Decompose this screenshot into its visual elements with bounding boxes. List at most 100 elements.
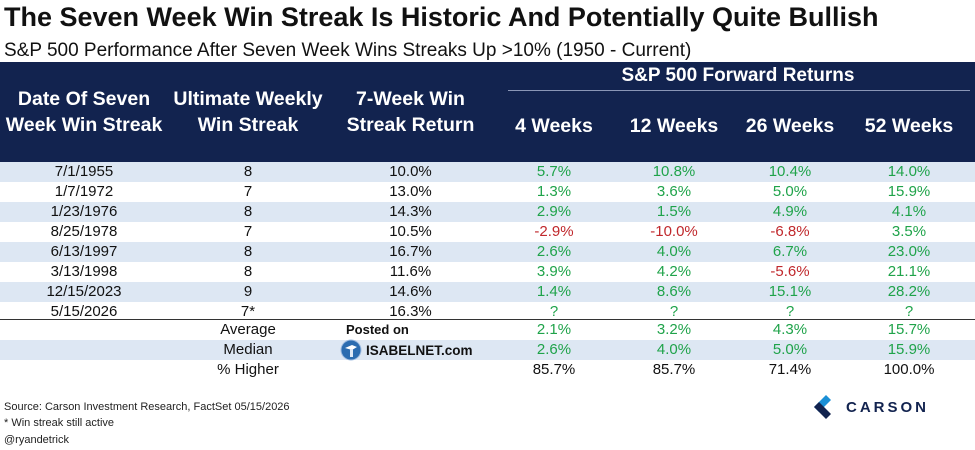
cell-date: 1/7/1972 <box>54 183 114 200</box>
cell-ret: 13.0% <box>389 183 432 200</box>
table-row: 5/15/2026 7* 16.3%???? <box>0 302 975 322</box>
cell-ret: 10.0% <box>389 163 432 180</box>
stat-w12: 85.7% <box>652 361 696 378</box>
table-row: 1/7/1972 7 13.0% 1.3% 3.6% 5.0% 15.9% <box>0 182 975 202</box>
cell-w4: 3.9% <box>536 263 572 280</box>
cell-w12: -10.0% <box>650 223 698 240</box>
header-date: Date Of Seven Week Win Streak <box>5 88 163 136</box>
stats-row: Average 2.1% 3.2% 4.3% 15.7% <box>0 320 975 340</box>
cell-ret: 11.6% <box>389 263 432 280</box>
posted-on-label: Posted on <box>346 322 409 337</box>
header-12-weeks: 12 Weeks <box>629 115 719 137</box>
cell-w4: -2.9% <box>534 223 574 240</box>
cell-ret: 14.3% <box>389 203 432 220</box>
table-header: S&P 500 Forward Returns Date Of Seven We… <box>0 62 975 162</box>
table-row: 8/25/1978 7 10.5% -2.9% -10.0% -6.8% 3.5% <box>0 222 975 242</box>
cell-w12: 4.2% <box>656 263 692 280</box>
cell-w4: ? <box>549 303 559 320</box>
cell-date: 8/25/1978 <box>50 223 118 240</box>
cell-w12: ? <box>669 303 679 320</box>
cell-w12: 4.0% <box>656 243 692 260</box>
cell-w52: 14.0% <box>887 163 931 180</box>
cell-w52: 4.1% <box>891 203 927 220</box>
header-streak-return: 7-Week Win Streak Return <box>346 88 475 136</box>
cell-w4: 1.3% <box>536 183 572 200</box>
stat-w26: 5.0% <box>772 341 808 358</box>
cell-w4: 5.7% <box>536 163 572 180</box>
cell-ret: 10.5% <box>389 223 432 240</box>
header-52-weeks: 52 Weeks <box>864 115 954 137</box>
header-ultimate-streak: Ultimate Weekly Win Streak <box>173 88 323 136</box>
isabelnet-watermark: ISABELNET.com <box>340 339 473 361</box>
cell-w26: 6.7% <box>772 243 808 260</box>
table-row: 1/23/1976 8 14.3% 2.9% 1.5% 4.9% 4.1% <box>0 202 975 222</box>
cell-w4: 2.6% <box>536 243 572 260</box>
cell-w26: ? <box>785 303 795 320</box>
cell-w4: 1.4% <box>536 283 572 300</box>
table-row: 7/1/1955 8 10.0% 5.7% 10.8% 10.4% 14.0% <box>0 162 975 182</box>
stat-w4: 85.7% <box>532 361 576 378</box>
cell-streak: 8 <box>243 243 253 260</box>
cell-w52: 21.1% <box>887 263 931 280</box>
stat-w52: 15.7% <box>887 321 931 338</box>
page-subtitle: S&P 500 Performance After Seven Week Win… <box>4 40 692 61</box>
stat-w12: 3.2% <box>656 321 692 338</box>
stat-label: Average <box>220 321 276 338</box>
cell-date: 5/15/2026 <box>50 303 118 320</box>
cell-w12: 3.6% <box>656 183 692 200</box>
cell-streak: 7 <box>243 183 253 200</box>
table-row: 3/13/1998 8 11.6% 3.9% 4.2% -5.6% 21.1% <box>0 262 975 282</box>
carson-mark-icon <box>814 395 831 419</box>
carson-logo: CARSON <box>814 395 929 419</box>
stat-w4: 2.6% <box>536 341 572 358</box>
page-title: The Seven Week Win Streak Is Historic An… <box>4 2 879 32</box>
cell-w26: 15.1% <box>768 283 812 300</box>
cell-w12: 1.5% <box>656 203 692 220</box>
header-26-weeks: 26 Weeks <box>745 115 835 137</box>
isabelnet-logo-icon <box>340 339 362 361</box>
cell-w26: 5.0% <box>772 183 808 200</box>
isabelnet-text: ISABELNET.com <box>366 342 473 358</box>
header-divider <box>508 90 970 91</box>
stats-row: % Higher 85.7% 85.7% 71.4% 100.0% <box>0 360 975 380</box>
cell-streak: 8 <box>243 163 253 180</box>
stat-w52: 100.0% <box>883 361 935 378</box>
stat-w26: 4.3% <box>772 321 808 338</box>
table-row: 6/13/1997 8 16.7% 2.6% 4.0% 6.7% 23.0% <box>0 242 975 262</box>
cell-w52: 3.5% <box>891 223 927 240</box>
cell-date: 12/15/2023 <box>46 283 122 300</box>
stat-label: Median <box>223 341 273 358</box>
footnote: * Win streak still active <box>4 417 115 429</box>
cell-w52: 15.9% <box>887 183 931 200</box>
cell-w52: ? <box>904 303 914 320</box>
cell-w52: 23.0% <box>887 243 931 260</box>
stat-w26: 71.4% <box>768 361 812 378</box>
cell-date: 6/13/1997 <box>50 243 118 260</box>
cell-ret: 16.7% <box>389 243 432 260</box>
cell-w26: 4.9% <box>772 203 808 220</box>
table-row: 12/15/2023 9 14.6% 1.4% 8.6% 15.1% 28.2% <box>0 282 975 302</box>
cell-w26: -5.6% <box>770 263 810 280</box>
cell-ret: 14.6% <box>389 283 432 300</box>
forward-returns-heading: S&P 500 Forward Returns <box>621 65 855 86</box>
stat-w4: 2.1% <box>536 321 572 338</box>
stat-w12: 4.0% <box>656 341 692 358</box>
cell-w12: 10.8% <box>652 163 696 180</box>
cell-w12: 8.6% <box>656 283 692 300</box>
stat-label: % Higher <box>217 361 279 378</box>
author-handle: @ryandetrick <box>4 434 69 446</box>
cell-streak: 7 <box>243 223 253 240</box>
cell-ret: 16.3% <box>389 303 432 320</box>
table-divider <box>0 319 975 320</box>
cell-w26: 10.4% <box>768 163 812 180</box>
cell-w26: -6.8% <box>770 223 810 240</box>
cell-w52: 28.2% <box>887 283 931 300</box>
cell-w4: 2.9% <box>536 203 572 220</box>
cell-streak: 7* <box>240 303 256 320</box>
header-4-weeks: 4 Weeks <box>515 115 593 137</box>
cell-streak: 8 <box>243 263 253 280</box>
carson-wordmark: CARSON <box>846 398 930 416</box>
stats-row: Median 2.6% 4.0% 5.0% 15.9% <box>0 340 975 360</box>
source-note: Source: Carson Investment Research, Fact… <box>4 401 290 413</box>
cell-date: 3/13/1998 <box>50 263 118 280</box>
